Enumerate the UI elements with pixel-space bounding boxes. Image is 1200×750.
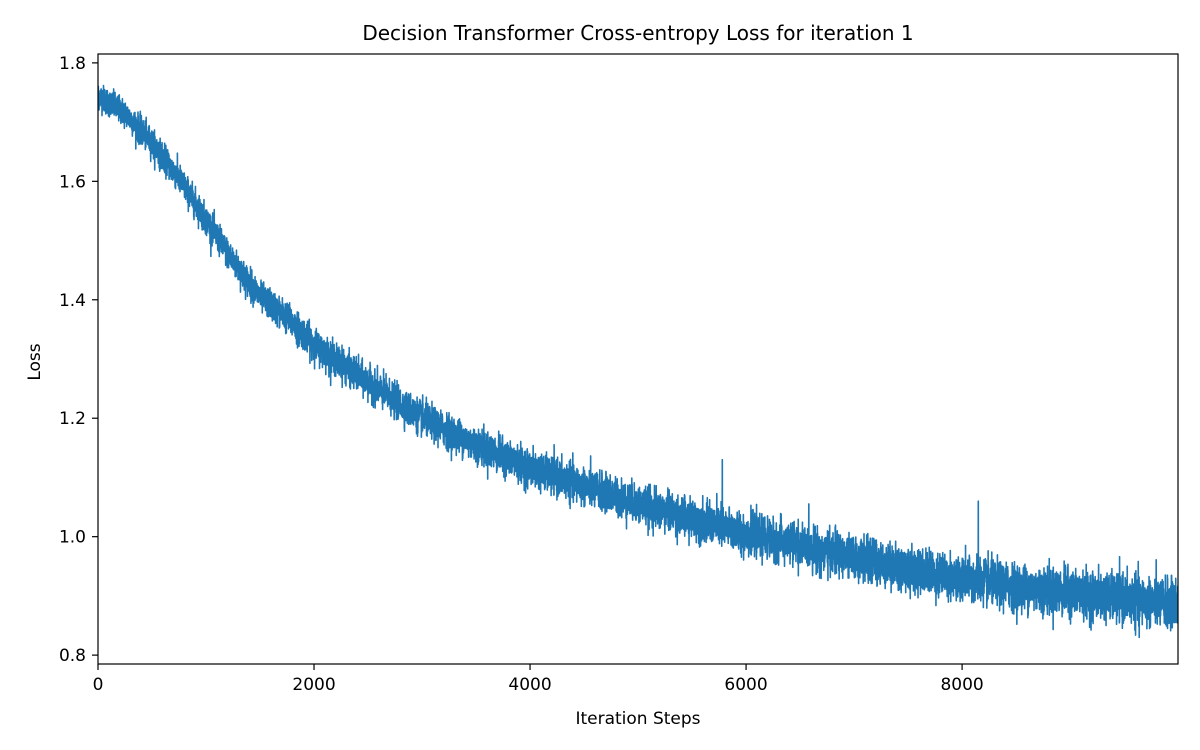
y-tick-label: 1.6: [59, 172, 86, 192]
plot-area: [98, 84, 1178, 639]
y-tick-label: 0.8: [59, 646, 86, 666]
x-tick-label: 6000: [724, 675, 767, 695]
plot-frame: [97, 53, 1179, 665]
y-tick-label: 1.4: [59, 291, 86, 311]
y-axis-title: Loss: [25, 343, 45, 380]
chart-title: Decision Transformer Cross-entropy Loss …: [362, 21, 913, 45]
y-tick-label: 1.8: [59, 54, 86, 74]
y-tick-label: 1.0: [59, 528, 86, 548]
x-tick-label: 0: [93, 675, 104, 695]
x-axis-title: Iteration Steps: [575, 709, 700, 729]
x-tick-label: 2000: [292, 675, 335, 695]
loss-series-line: [98, 84, 1178, 639]
x-tick-label: 4000: [508, 675, 551, 695]
x-tick-label: 8000: [940, 675, 983, 695]
axis-ticks: 0 2000 4000 6000 8000 0.8 1.0 1.2 1.4 1.6 1.8: [59, 54, 984, 695]
y-tick-label: 1.2: [59, 409, 86, 429]
